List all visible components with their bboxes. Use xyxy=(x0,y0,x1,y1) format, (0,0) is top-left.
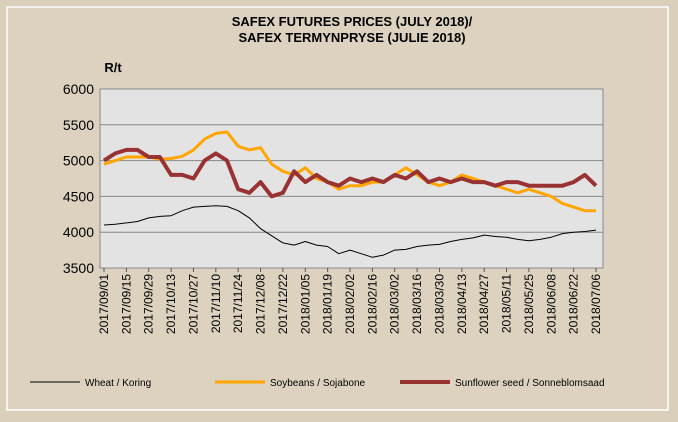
x-tick-label: 2017/09/01 xyxy=(97,274,111,334)
x-tick-label: 2018/06/08 xyxy=(544,274,558,334)
x-tick-label: 2017/10/13 xyxy=(164,274,178,334)
y-tick-label: 4500 xyxy=(63,188,94,204)
y-tick-label: 6000 xyxy=(63,81,94,97)
x-tick-label: 2018/03/16 xyxy=(410,274,424,334)
series-line xyxy=(102,147,598,199)
legend-label: Soybeans / Sojabone xyxy=(270,378,366,389)
y-tick-label: 3500 xyxy=(63,260,94,276)
x-tick-label: 2018/03/30 xyxy=(432,274,446,334)
legend-label: Sunflower seed / Sonneblomsaad xyxy=(455,378,605,389)
series-line xyxy=(103,205,597,258)
x-tick-label: 2017/09/15 xyxy=(119,274,133,334)
x-tick-label: 2017/11/10 xyxy=(209,274,223,333)
y-axis-label: R/t xyxy=(104,60,122,75)
x-tick-label: 2017/12/08 xyxy=(254,274,268,334)
x-tick-label: 2018/05/11 xyxy=(500,274,514,333)
x-tick-label: 2018/07/06 xyxy=(589,274,603,334)
x-tick-label: 2018/03/02 xyxy=(388,274,402,334)
y-tick-label: 5000 xyxy=(63,153,94,169)
x-tick-label: 2018/05/25 xyxy=(522,274,536,334)
x-tick-label: 2018/04/13 xyxy=(455,274,469,334)
x-tick-label: 2018/01/05 xyxy=(298,274,312,334)
chart-subtitle: SAFEX TERMYNPRYSE (JULIE 2018) xyxy=(238,30,465,45)
x-tick-label: 2018/01/19 xyxy=(321,274,335,334)
chart-title: SAFEX FUTURES PRICES (JULY 2018)/ xyxy=(232,14,473,29)
y-tick-label: 5500 xyxy=(63,117,94,133)
x-tick-label: 2018/04/27 xyxy=(477,274,491,334)
x-tick-label: 2017/10/27 xyxy=(186,274,200,334)
x-tick-label: 2018/02/02 xyxy=(343,274,357,334)
x-tick-label: 2017/11/24 xyxy=(231,274,245,333)
series-line xyxy=(103,130,596,213)
x-tick-label: 2017/09/29 xyxy=(142,274,156,334)
x-tick-label: 2018/02/16 xyxy=(365,274,379,334)
y-tick-label: 4000 xyxy=(63,224,94,240)
legend-label: Wheat / Koring xyxy=(85,378,151,389)
x-tick-label: 2017/12/22 xyxy=(276,274,290,334)
x-tick-label: 2018/06/22 xyxy=(567,274,581,334)
